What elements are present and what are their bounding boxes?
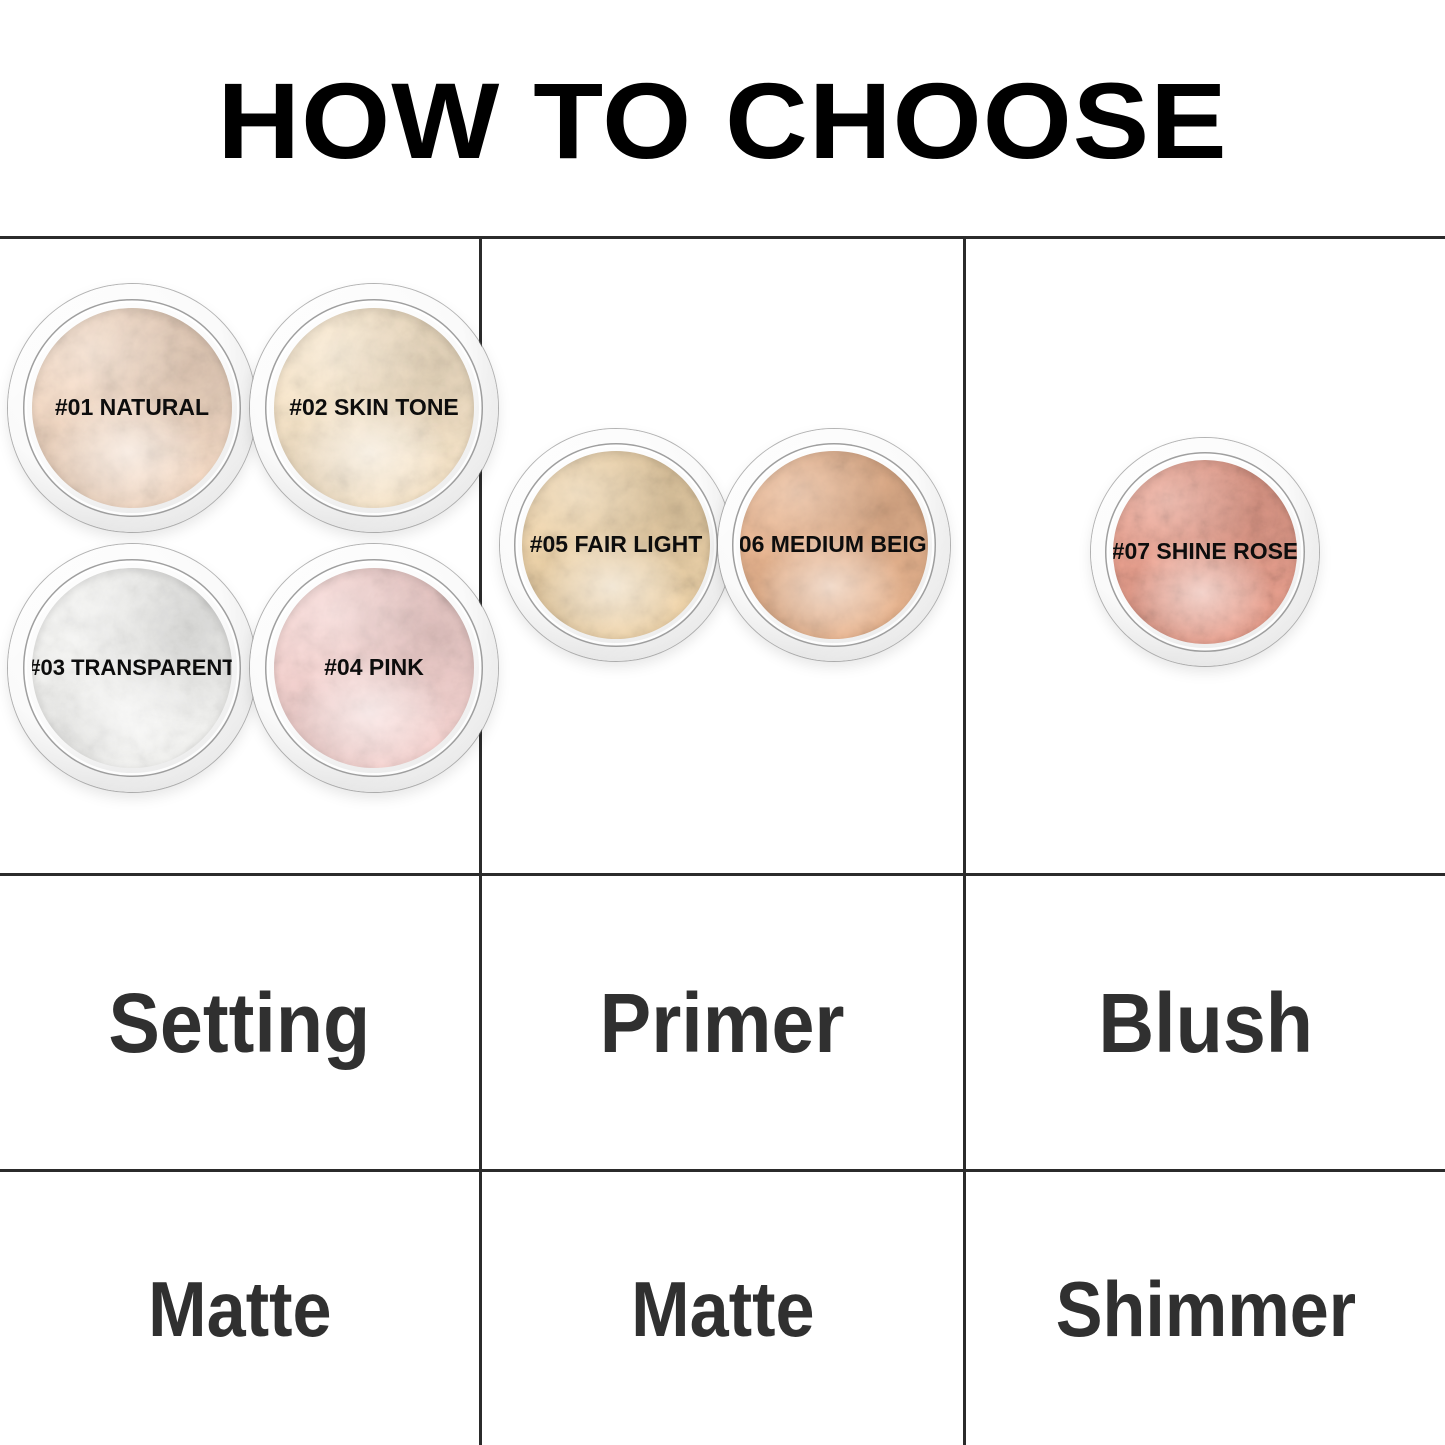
product-label: #01 NATURAL [54, 394, 210, 421]
page-title: HOW TO CHOOSE [217, 60, 1228, 181]
powder-surface: #05 FAIR LIGHT [522, 451, 710, 639]
powder-surface: #02 SKIN TONE [273, 307, 475, 509]
product-jar-01-natural[interactable]: #01 NATURAL [8, 284, 256, 532]
powder-surface: #07 SHINE ROSE [1112, 459, 1298, 645]
product-label: #02 SKIN TONE [289, 394, 459, 421]
swatch-cell-setting: #01 NATURAL [0, 239, 498, 873]
product-label: #06 MEDIUM BEIGE [740, 531, 928, 558]
grid-line-vertical-right [963, 236, 966, 1445]
finish-cell-primer: Matte [482, 1172, 963, 1445]
category-label-blush: Blush [1098, 975, 1313, 1070]
category-cell-primer: Primer [482, 876, 963, 1169]
finish-label-primer: Matte [630, 1264, 815, 1353]
product-label: #05 FAIR LIGHT [529, 531, 703, 558]
finish-label-blush: Shimmer [1055, 1264, 1356, 1353]
product-label: #07 SHINE ROSE [1112, 538, 1298, 565]
finish-label-setting: Matte [147, 1264, 332, 1353]
powder-surface: #06 MEDIUM BEIGE [740, 451, 928, 639]
product-label: #04 PINK [324, 654, 424, 681]
product-jar-06-medium-beige[interactable]: #06 MEDIUM BEIGE [718, 429, 950, 661]
swatch-cell-blush: #07 SHINE ROSE [966, 239, 1445, 873]
grid-line-horizontal-lower [0, 1169, 1445, 1172]
category-cell-blush: Blush [966, 876, 1445, 1169]
product-jar-03-transparent[interactable]: #03 TRANSPARENT [8, 544, 256, 792]
grid-line-horizontal-top [0, 236, 1445, 239]
product-jar-04-pink[interactable]: #04 PINK [250, 544, 498, 792]
powder-surface: #04 PINK [273, 567, 475, 769]
category-label-primer: Primer [600, 975, 845, 1070]
product-label: #03 TRANSPARENT [31, 654, 233, 680]
powder-surface: #03 TRANSPARENT [31, 567, 233, 769]
finish-cell-blush: Shimmer [966, 1172, 1445, 1445]
product-jar-07-shine-rose[interactable]: #07 SHINE ROSE [1091, 438, 1319, 666]
category-label-setting: Setting [108, 975, 371, 1070]
product-jar-02-skin-tone[interactable]: #02 SKIN TONE [250, 284, 498, 532]
title-band: HOW TO CHOOSE [0, 0, 1445, 236]
grid-line-horizontal-middle [0, 873, 1445, 876]
finish-cell-setting: Matte [0, 1172, 479, 1445]
powder-surface: #01 NATURAL [31, 307, 233, 509]
swatch-cell-primer: #05 FAIR LIGHT [482, 239, 963, 873]
category-cell-setting: Setting [0, 876, 479, 1169]
product-jar-05-fair-light[interactable]: #05 FAIR LIGHT [500, 429, 732, 661]
grid-line-vertical-left [479, 236, 482, 1445]
